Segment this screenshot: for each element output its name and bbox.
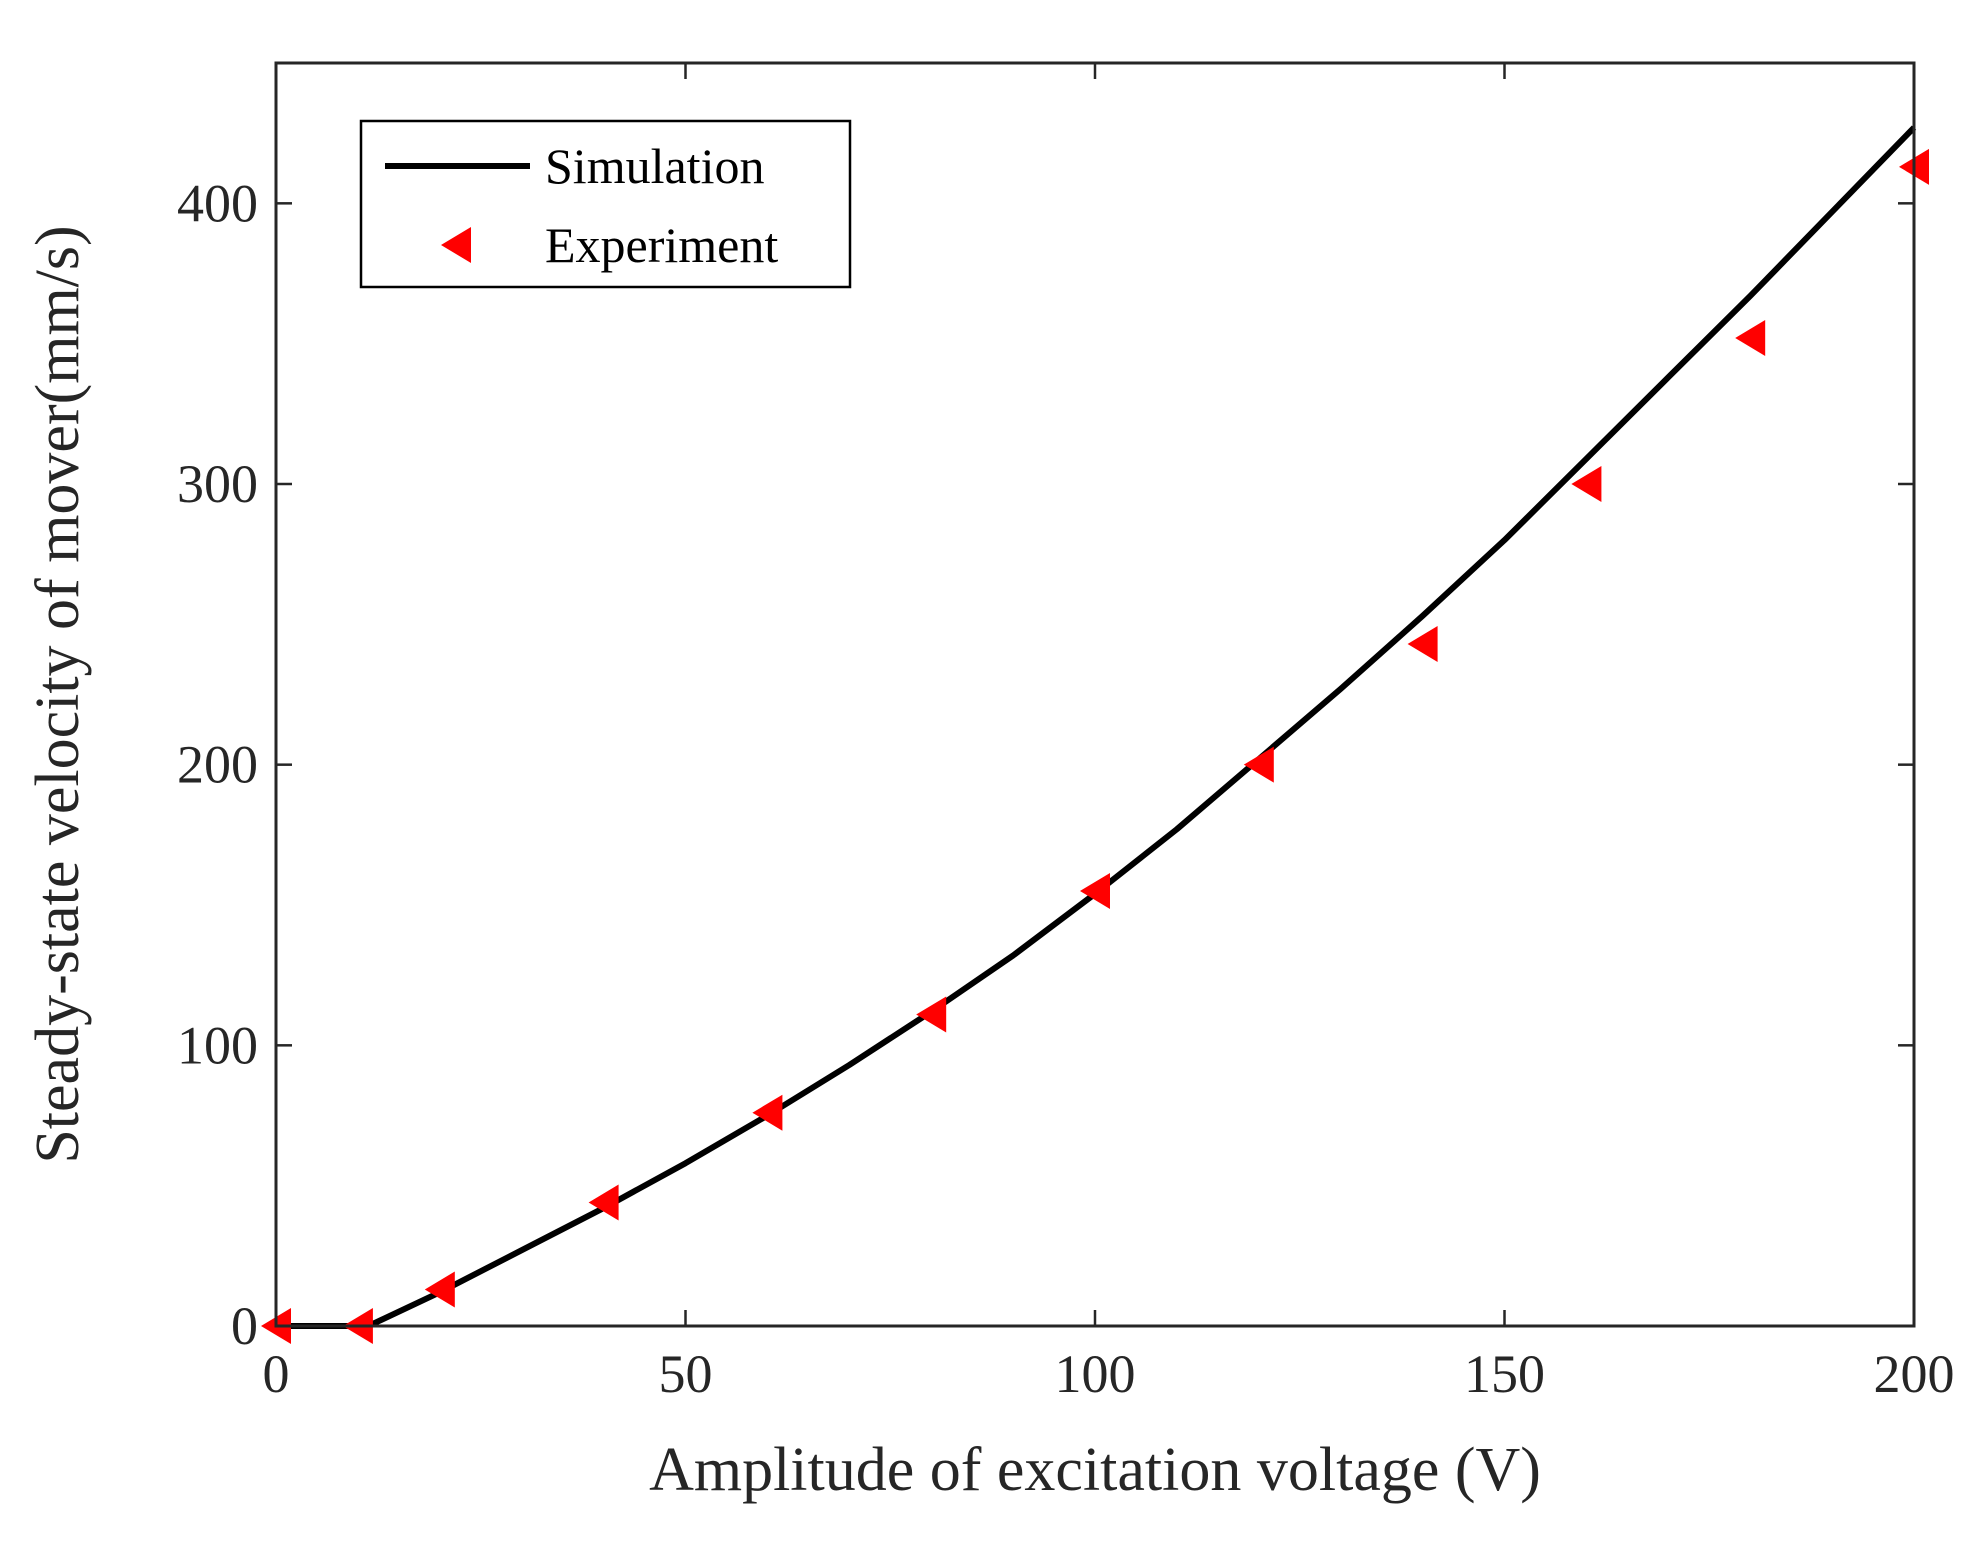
series-experiment-marker	[1243, 746, 1274, 783]
series-experiment-marker	[916, 996, 947, 1033]
y-axis-title: Steady-state velocity of mover(mm/s)	[24, 225, 92, 1163]
y-tick-label: 300	[177, 454, 258, 514]
y-tick-label: 400	[177, 173, 258, 233]
series-experiment-marker	[1571, 466, 1602, 502]
tick-labels: 0 50 100 150 200 0 100 200 300 400	[177, 173, 1955, 1404]
series-experiment-marker	[588, 1184, 619, 1221]
series-experiment-marker	[424, 1271, 455, 1308]
series-experiment-marker	[1080, 872, 1110, 909]
series-experiment-marker	[1735, 320, 1766, 357]
x-tick-label: 100	[1055, 1344, 1136, 1404]
x-tick-label: 50	[659, 1344, 713, 1404]
series-simulation-line	[276, 125, 1917, 1329]
legend-box	[359, 119, 852, 289]
plot-series	[261, 125, 1929, 1344]
x-tick-label: 150	[1464, 1344, 1545, 1404]
x-tick-label: 200	[1874, 1344, 1955, 1404]
legend: Simulation Experiment	[359, 119, 852, 289]
plot-frame	[274, 61, 1916, 1328]
y-tick-label: 0	[231, 1296, 258, 1356]
series-experiment-marker	[752, 1094, 783, 1131]
y-tick-label: 200	[177, 735, 258, 795]
legend-label-simulation: Simulation	[545, 138, 764, 194]
x-tick-label: 0	[263, 1344, 290, 1404]
legend-label-experiment: Experiment	[545, 217, 778, 273]
legend-experiment-marker-sample	[441, 227, 471, 263]
y-tick-label: 100	[177, 1015, 258, 1075]
x-axis-title: Amplitude of excitation voltage (V)	[649, 1436, 1541, 1504]
series-experiment-marker	[1407, 625, 1438, 662]
